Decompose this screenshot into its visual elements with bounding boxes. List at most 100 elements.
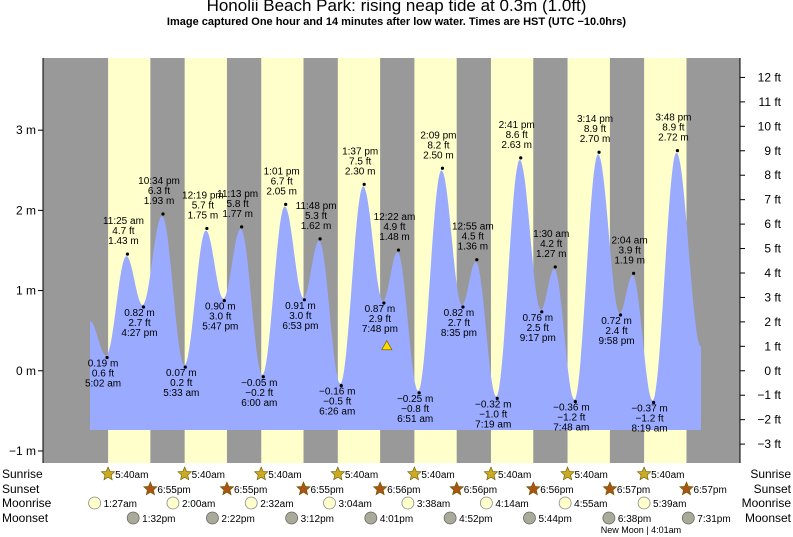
high-tide-label: 1.19 m: [614, 255, 645, 266]
moonset-time: 4:52pm: [459, 514, 492, 525]
high-tide-label: 1.48 m: [379, 232, 410, 243]
high-tide-label: 6.7 ft: [271, 176, 293, 187]
low-tide-label: 0.2 ft: [170, 378, 192, 389]
sunset-time: 6:56pm: [464, 485, 497, 496]
moonrise-time: 2:32am: [260, 499, 293, 510]
high-tide-label: 3.9 ft: [619, 245, 641, 256]
low-tide-label: 9:58 pm: [598, 336, 634, 347]
extreme-dot: [651, 400, 656, 405]
extreme-dot: [284, 202, 288, 206]
moonset-icon: [364, 511, 378, 525]
low-tide-label: −0.8 ft: [401, 404, 429, 415]
extreme-dot: [440, 166, 445, 170]
sunset-icon: [296, 481, 311, 496]
high-tide-label: 8.2 ft: [427, 140, 449, 151]
moonrise-time: 4:55am: [574, 499, 607, 510]
sunset-time: 6:57pm: [693, 485, 726, 496]
moonset-time: 1:32pm: [142, 514, 175, 525]
sunset-icon: [449, 481, 465, 496]
low-tide-label: 5:02 am: [85, 379, 121, 390]
extreme-dot: [618, 313, 623, 317]
extreme-dot: [540, 310, 544, 314]
sunset-time: 6:55pm: [234, 485, 267, 496]
left-axis-tick-label: 2 m: [16, 203, 36, 217]
page-subtitle: Image captured One hour and 14 minutes a…: [166, 16, 627, 28]
extreme-dot: [141, 305, 146, 309]
sunset-time: 6:56pm: [540, 485, 573, 496]
moonset-icon: [285, 511, 299, 525]
extreme-dot: [417, 391, 421, 395]
sunrise-time: 5:40am: [498, 470, 531, 481]
row-label-left: Moonset: [2, 511, 49, 525]
right-axis-tick-label: 5 ft: [764, 242, 781, 256]
row-label-left: Sunset: [2, 482, 40, 496]
low-tide-label: −0.32 m: [475, 399, 511, 410]
row-label-right: Sunset: [754, 482, 792, 496]
high-tide-label: 4.7 ft: [112, 226, 134, 237]
low-tide-label: 5:33 am: [163, 388, 199, 399]
moonset-time: 4:01pm: [380, 514, 413, 525]
high-tide-label: 1.27 m: [536, 249, 567, 260]
extreme-dot: [519, 156, 523, 160]
high-tide-label: 5.3 ft: [305, 211, 327, 222]
moonset-time: 5:44pm: [538, 514, 571, 525]
low-tide-label: 0.6 ft: [92, 369, 114, 380]
moonset-icon: [206, 511, 219, 525]
moonset-time: 6:38pm: [618, 514, 651, 525]
extreme-dot: [573, 400, 577, 404]
high-tide-label: 6.3 ft: [148, 186, 170, 197]
moonset-icon: [126, 511, 140, 525]
high-tide-label: 1.77 m: [222, 209, 253, 220]
sunrise-icon: [483, 466, 499, 481]
low-tide-label: 7:48 pm: [362, 324, 398, 335]
low-tide-label: 7:48 am: [553, 423, 589, 434]
tide-area: [90, 152, 701, 430]
low-tide-label: 0.90 m: [205, 302, 236, 313]
right-axis-tick-label: 9 ft: [764, 144, 781, 158]
sunrise-time: 5:40am: [268, 470, 301, 481]
moonrise-icon: [637, 496, 651, 510]
high-tide-label: 1.93 m: [144, 196, 175, 207]
right-axis-tick-label: −1 ft: [757, 388, 781, 402]
high-tide-label: 1.62 m: [301, 221, 332, 232]
high-tide-label: 2:04 am: [612, 235, 648, 246]
sunset-time: 6:55pm: [157, 485, 190, 496]
right-axis-tick-label: 4 ft: [764, 266, 781, 280]
high-tide-label: 12:19 pm: [182, 190, 224, 201]
low-tide-label: 6:26 am: [319, 407, 355, 418]
extreme-dot: [161, 212, 165, 216]
moonset-icon: [681, 511, 695, 525]
high-tide-label: 10:34 pm: [138, 176, 180, 187]
sunrise-icon: [636, 466, 652, 481]
row-label-right: Moonrise: [742, 496, 792, 510]
high-tide-label: 11:13 pm: [217, 189, 258, 200]
extreme-dot: [125, 252, 130, 256]
high-tide-label: 1:37 pm: [342, 146, 378, 157]
extreme-dot: [339, 384, 343, 388]
low-tide-label: −1.2 ft: [636, 413, 664, 424]
high-tide-label: 12:22 am: [374, 212, 416, 223]
high-tide-label: 11:48 pm: [296, 201, 337, 212]
extreme-dot: [382, 301, 386, 305]
low-tide-label: 0.82 m: [444, 308, 475, 319]
extreme-dot: [396, 248, 401, 252]
moonrise-icon: [88, 496, 102, 510]
high-tide-label: 1.43 m: [108, 236, 139, 247]
left-axis-tick-label: 3 m: [16, 123, 36, 137]
moonrise-icon: [558, 496, 572, 510]
low-tide-label: −0.36 m: [553, 403, 589, 414]
low-tide-label: 8:19 am: [631, 423, 667, 434]
low-tide-label: 6:53 pm: [282, 321, 318, 332]
tide-fill: [90, 152, 701, 430]
high-tide-label: 2:41 pm: [499, 120, 535, 131]
extreme-dot: [261, 375, 265, 379]
low-tide-label: 0.91 m: [285, 301, 316, 312]
high-tide-label: 2.30 m: [345, 166, 376, 177]
high-tide-label: 4.5 ft: [462, 232, 484, 243]
moonset-icon: [602, 511, 616, 525]
sunset-icon: [602, 481, 618, 496]
extreme-labels: 0.19 m0.6 ft5:02 am 11:25 am4.7 ft1.43 m 0…: [85, 113, 692, 435]
low-tide-label: 0.76 m: [522, 313, 553, 324]
low-tide-label: 2.9 ft: [369, 314, 391, 325]
